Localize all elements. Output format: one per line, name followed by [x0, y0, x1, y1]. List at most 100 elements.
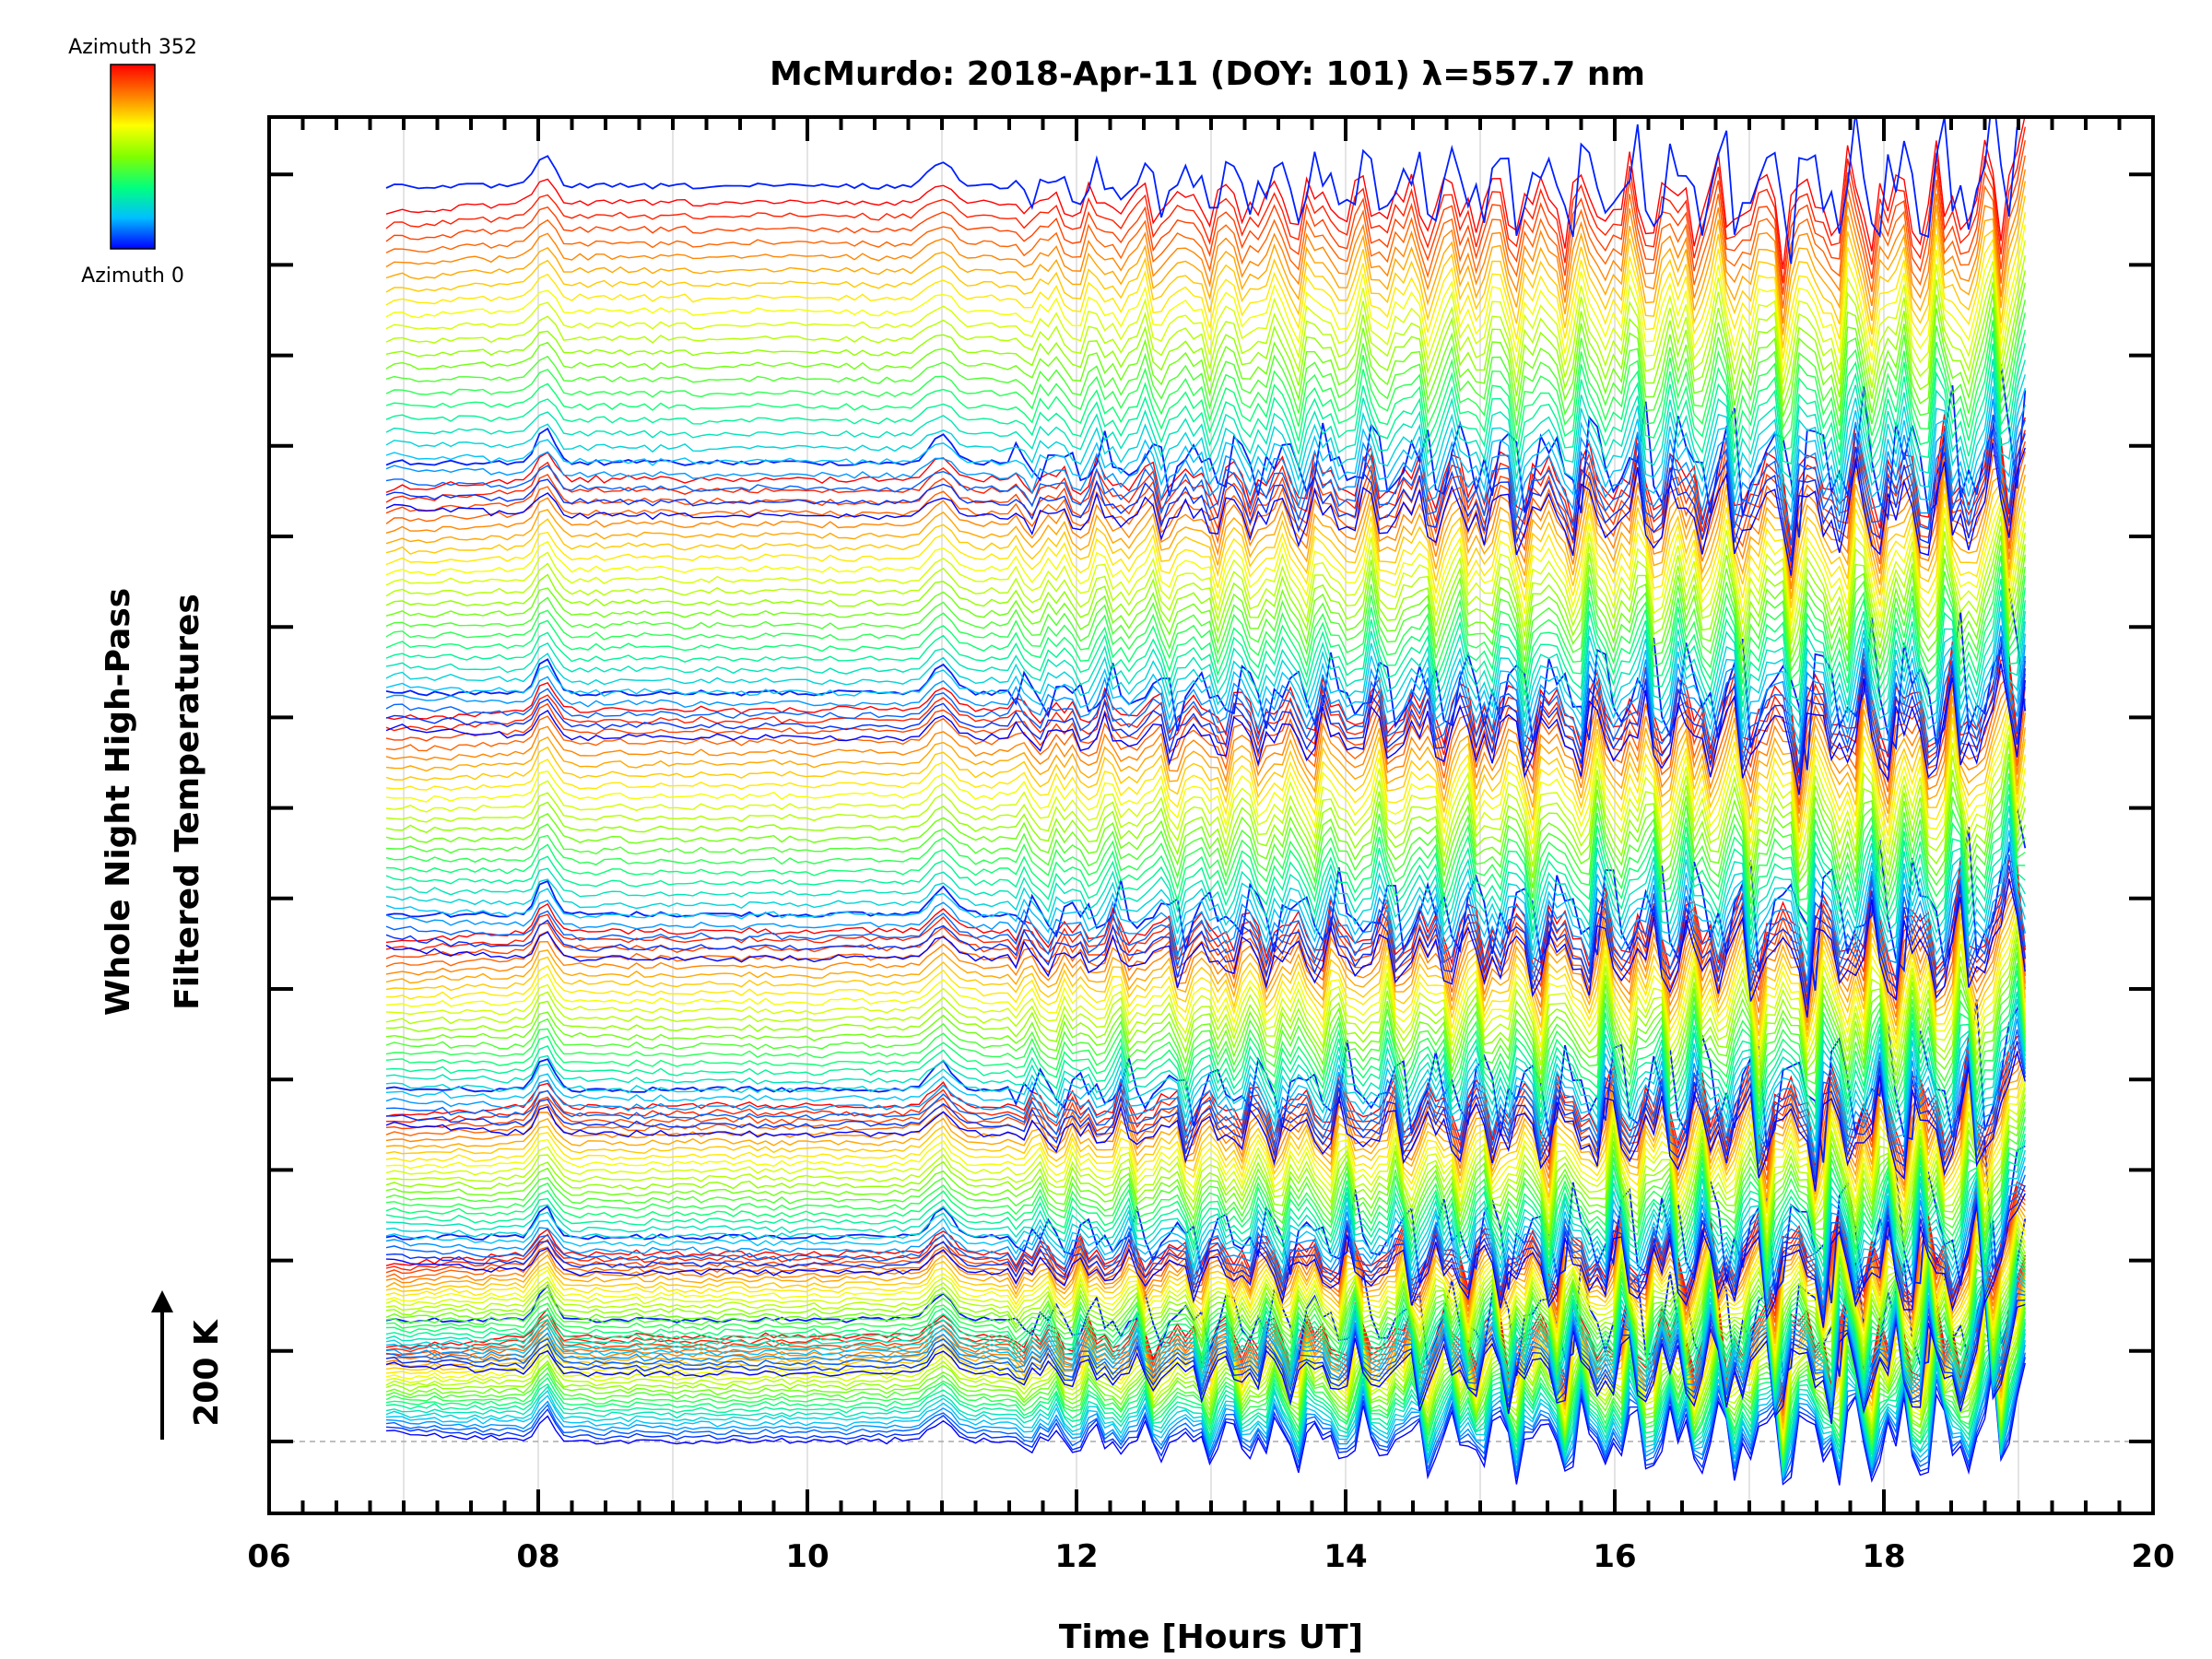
temperature-trace [385, 386, 2026, 512]
temperature-trace [385, 1050, 2026, 1192]
temperature-trace [385, 648, 2026, 781]
temperature-trace [385, 1232, 2026, 1375]
temperature-trace [385, 878, 2026, 1018]
temperature-trace [385, 1333, 2026, 1476]
temperature-trace [385, 545, 2026, 674]
temperature-trace [385, 900, 2026, 1038]
temperature-trace [385, 1352, 2026, 1482]
temperature-trace [385, 1081, 2026, 1231]
temperature-trace [385, 1344, 2026, 1479]
temperature-trace [385, 1253, 2026, 1393]
temperature-trace [385, 1291, 2026, 1413]
temperature-trace [385, 429, 2026, 562]
data-traces [385, 117, 2027, 1486]
x-tick-label: 18 [1862, 1538, 1905, 1575]
temperature-trace [385, 588, 2027, 771]
temperature-trace [385, 1259, 2026, 1397]
colorbar-top-label: Azimuth 352 [68, 36, 197, 59]
colorbar [110, 64, 156, 250]
temperature-trace [385, 1202, 2026, 1339]
temperature-trace [386, 1041, 2026, 1182]
temperature-trace [385, 1272, 2026, 1403]
temperature-trace [385, 442, 2026, 576]
temperature-trace [385, 611, 2026, 744]
temperature-trace [385, 980, 2026, 1128]
temperature-trace [385, 589, 2026, 720]
y-axis-label-line-1: Whole Night High-Pass [100, 588, 137, 1016]
temperature-trace [385, 700, 2026, 833]
temperature-trace [385, 1139, 2026, 1286]
temperature-trace [385, 555, 2026, 685]
temperature-trace [385, 1277, 2026, 1407]
temperature-trace [385, 282, 2026, 418]
temperature-trace [385, 329, 2026, 453]
temperature-trace [385, 1216, 2026, 1358]
temperature-trace [385, 254, 2026, 395]
temperature-trace [385, 270, 2026, 407]
x-tick-label: 10 [785, 1538, 829, 1575]
temperature-trace [385, 625, 2026, 755]
temperature-trace [385, 865, 2026, 1000]
temperature-trace [385, 212, 2026, 359]
temperature-trace [385, 117, 2021, 265]
temperature-trace [385, 1318, 2026, 1468]
x-tick-labels: 06 08 10 12 14 16 18 20 [247, 1538, 2174, 1575]
temperature-trace [385, 578, 2026, 707]
temperature-trace [385, 312, 2026, 442]
temperature-trace [385, 772, 2026, 914]
temperature-trace [385, 670, 2026, 806]
temperature-trace [385, 240, 2026, 384]
temperature-trace [385, 841, 2026, 982]
temperature-trace [385, 1157, 2026, 1298]
temperature-trace [385, 1292, 2026, 1449]
temperature-trace [385, 682, 2026, 814]
temperature-trace [385, 1075, 2026, 1223]
temperature-trace [385, 707, 2026, 843]
temperature-trace [385, 853, 2026, 994]
temperature-trace [385, 1165, 2026, 1306]
temperature-trace [385, 1194, 2026, 1324]
temperature-trace [385, 117, 2026, 269]
temperature-trace [385, 1213, 2026, 1352]
temperature-trace [385, 884, 2026, 1023]
temperature-trace [385, 1041, 2026, 1172]
temperature-trace [385, 1094, 2026, 1246]
temperature-trace [385, 446, 2026, 579]
temperature-trace [385, 741, 2026, 880]
temperature-trace [385, 126, 2026, 284]
temperature-trace [385, 818, 2026, 956]
temperature-trace [385, 724, 2026, 859]
temperature-trace [385, 794, 2026, 935]
temperature-trace [385, 1362, 2026, 1486]
x-tick-label: 06 [247, 1538, 290, 1575]
temperature-trace [386, 907, 2026, 1047]
temperature-trace [385, 500, 2026, 627]
temperature-trace [385, 181, 2026, 335]
temperature-trace [385, 525, 2026, 655]
temperature-trace [385, 371, 2026, 500]
temperature-trace [385, 1357, 2026, 1484]
x-tick-label: 12 [1054, 1538, 1098, 1575]
temperature-trace [385, 1108, 2026, 1261]
temperature-trace [385, 1287, 2026, 1409]
temperature-trace [385, 1237, 2026, 1379]
temperature-trace [385, 566, 2026, 697]
temperature-trace [385, 155, 2026, 309]
temperature-trace [385, 1248, 2026, 1389]
temperature-trace [385, 515, 2026, 645]
temperature-trace [385, 1116, 2026, 1267]
chart-title: McMurdo: 2018-Apr-11 (DOY: 101) λ=557.7 … [770, 55, 1645, 93]
temperature-trace [385, 1293, 2026, 1420]
temperature-trace [385, 1298, 2026, 1453]
temperature-trace [385, 783, 2026, 925]
temperature-trace [385, 1226, 2026, 1368]
colorbar-bottom-label: Azimuth 0 [81, 265, 184, 288]
temperature-trace [385, 935, 2026, 1087]
temperature-trace [385, 830, 2026, 967]
x-tick-label: 14 [1324, 1538, 1367, 1575]
temperature-trace [385, 398, 2026, 531]
temperature-trace [385, 649, 2026, 784]
temperature-trace [385, 1241, 2026, 1382]
temperature-trace [385, 690, 2026, 824]
